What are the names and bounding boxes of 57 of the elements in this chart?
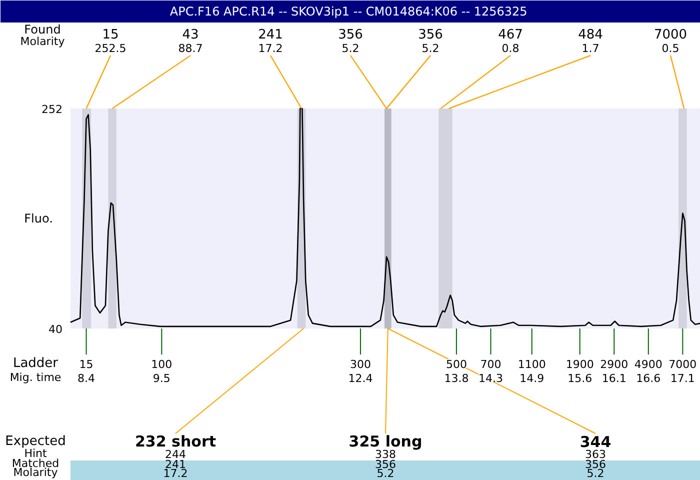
- text: Expected: [5, 434, 66, 449]
- annotation: 325 long: [348, 432, 422, 450]
- annotation: 7000: [668, 358, 697, 371]
- annotation: 0.5: [662, 42, 680, 55]
- line-series: [70, 108, 700, 328]
- x-tick-label: 14.9: [520, 372, 544, 385]
- annotation: 5.2: [422, 42, 440, 55]
- annotation: 5.2: [342, 42, 360, 55]
- text: 363: [585, 448, 606, 461]
- x-tick-label: 13.8: [444, 372, 469, 385]
- y-tick-label: 40: [48, 323, 63, 336]
- annotation: 2900: [600, 358, 628, 371]
- annotation: 356: [418, 28, 443, 42]
- x-tick-label: 12.4: [348, 372, 373, 385]
- annotation: 15: [102, 28, 119, 42]
- text: Molarity: [13, 466, 58, 479]
- annotation: 484: [578, 28, 603, 42]
- text: Mig. time: [10, 371, 62, 384]
- annotation: 0.8: [502, 42, 520, 55]
- x-tick-label: 16.6: [636, 372, 661, 385]
- x-tick-label: 15.6: [568, 372, 592, 385]
- annotation: 17.2: [258, 42, 283, 55]
- annotation: 1.7: [582, 42, 600, 55]
- annotation: 252.5: [94, 42, 126, 55]
- annotation: 232 short: [134, 432, 216, 450]
- x-tick-label: 14.3: [478, 372, 503, 385]
- text: 5.2: [586, 467, 604, 480]
- y-axis-title: Fluo.: [24, 212, 53, 226]
- annotation: 241: [258, 28, 283, 42]
- text: 338: [375, 448, 396, 461]
- annotation: 344: [580, 433, 612, 451]
- x-tick-label: 17.1: [670, 372, 695, 385]
- text: Ladder: [12, 356, 59, 371]
- text: 17.2: [163, 467, 188, 480]
- annotation: 500: [446, 358, 467, 371]
- annotation: 15: [79, 358, 94, 371]
- text: 5.2: [376, 467, 394, 480]
- text: Found: [24, 22, 61, 36]
- x-tick-label: 9.5: [152, 372, 170, 385]
- y-tick-label: 252: [42, 103, 63, 116]
- text: Hint: [24, 447, 48, 460]
- annotation: 300: [350, 358, 371, 371]
- chart-title: APC.F16 APC.R14 -- SKOV3ip1 -- CM014864:K06 -- 1256325: [170, 4, 528, 18]
- annotation: 356: [338, 28, 363, 42]
- annotation: 4900: [634, 358, 662, 371]
- annotation: 100: [151, 358, 172, 371]
- annotation: 88.7: [178, 42, 203, 55]
- annotation: 7000: [654, 28, 688, 42]
- annotation: 43: [182, 28, 199, 42]
- text: Molarity: [20, 35, 66, 48]
- annotation: 700: [480, 358, 502, 371]
- x-tick-label: 16.1: [602, 372, 626, 385]
- annotation: 467: [498, 28, 523, 42]
- text: 244: [165, 448, 186, 461]
- annotation: 1900: [566, 358, 594, 371]
- annotation: 1100: [518, 358, 546, 371]
- x-tick-label: 8.4: [78, 372, 96, 385]
